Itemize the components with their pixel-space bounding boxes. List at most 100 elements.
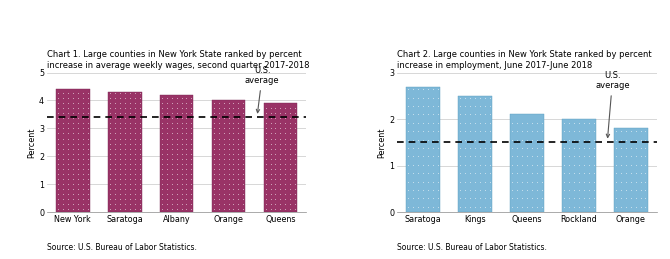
Point	[157, 116, 168, 120]
Point	[125, 101, 135, 105]
Point	[213, 177, 224, 181]
Point	[574, 188, 584, 192]
Point	[58, 147, 68, 151]
Point	[82, 197, 93, 201]
Point	[58, 187, 68, 191]
Point	[129, 207, 140, 211]
Point	[559, 154, 570, 159]
Point	[105, 147, 115, 151]
Point	[53, 96, 64, 100]
Point	[280, 202, 291, 206]
Point	[186, 126, 197, 131]
Point	[176, 162, 187, 166]
Point	[208, 106, 219, 110]
Point	[578, 205, 589, 209]
Point	[233, 147, 244, 151]
Point	[62, 197, 73, 201]
Point	[574, 171, 584, 175]
Text: Chart 1. Large counties in New York State ranked by percent
increase in average : Chart 1. Large counties in New York Stat…	[47, 50, 310, 70]
Point	[109, 187, 120, 191]
Point	[233, 111, 244, 116]
Point	[125, 136, 135, 141]
Point	[507, 163, 517, 167]
Point	[181, 126, 192, 131]
Point	[62, 141, 73, 146]
Point	[58, 101, 68, 105]
Point	[275, 197, 286, 201]
Point	[68, 202, 78, 206]
Point	[181, 182, 192, 186]
Point	[58, 177, 68, 181]
Point	[408, 171, 419, 175]
Point	[115, 152, 125, 156]
Point	[115, 101, 125, 105]
Point	[58, 111, 68, 116]
Point	[507, 196, 517, 200]
Point	[417, 87, 428, 91]
Point	[640, 171, 651, 175]
Point	[223, 172, 234, 176]
Point	[161, 192, 172, 196]
Point	[109, 152, 120, 156]
Point	[125, 116, 135, 120]
Point	[460, 188, 470, 192]
Point	[228, 162, 239, 166]
Point	[125, 126, 135, 131]
Point	[507, 179, 517, 184]
Point	[53, 172, 64, 176]
Point	[620, 138, 631, 142]
Point	[82, 136, 93, 141]
Point	[270, 126, 281, 131]
Point	[208, 147, 219, 151]
Point	[213, 162, 224, 166]
Point	[157, 106, 168, 110]
Point	[484, 104, 495, 108]
Point	[62, 172, 73, 176]
Point	[166, 202, 177, 206]
Point	[285, 111, 295, 116]
Point	[285, 207, 295, 211]
Point	[181, 131, 192, 135]
Point	[77, 167, 88, 171]
Point	[62, 91, 73, 95]
Point	[275, 177, 286, 181]
Point	[423, 104, 433, 108]
Point	[265, 177, 276, 181]
Point	[62, 106, 73, 110]
Point	[181, 136, 192, 141]
Point	[584, 138, 594, 142]
Point	[578, 154, 589, 159]
Point	[527, 121, 537, 125]
Point	[77, 192, 88, 196]
Point	[588, 171, 599, 175]
Point	[134, 101, 145, 105]
Point	[270, 202, 281, 206]
Point	[186, 106, 197, 110]
Point	[129, 192, 140, 196]
Point	[233, 162, 244, 166]
Point	[563, 154, 574, 159]
Point	[134, 162, 145, 166]
Bar	[458, 96, 492, 212]
Point	[527, 138, 537, 142]
Point	[228, 202, 239, 206]
Point	[223, 167, 234, 171]
Point	[616, 163, 626, 167]
Point	[559, 138, 570, 142]
Point	[125, 131, 135, 135]
Point	[218, 172, 229, 176]
Point	[125, 202, 135, 206]
Point	[105, 167, 115, 171]
Point	[82, 106, 93, 110]
Point	[218, 111, 229, 116]
Point	[574, 205, 584, 209]
Point	[186, 187, 197, 191]
Point	[280, 182, 291, 186]
Point	[77, 111, 88, 116]
Point	[413, 129, 423, 133]
Point	[417, 129, 428, 133]
Point	[275, 207, 286, 211]
Point	[228, 172, 239, 176]
Point	[77, 187, 88, 191]
Point	[408, 179, 419, 184]
